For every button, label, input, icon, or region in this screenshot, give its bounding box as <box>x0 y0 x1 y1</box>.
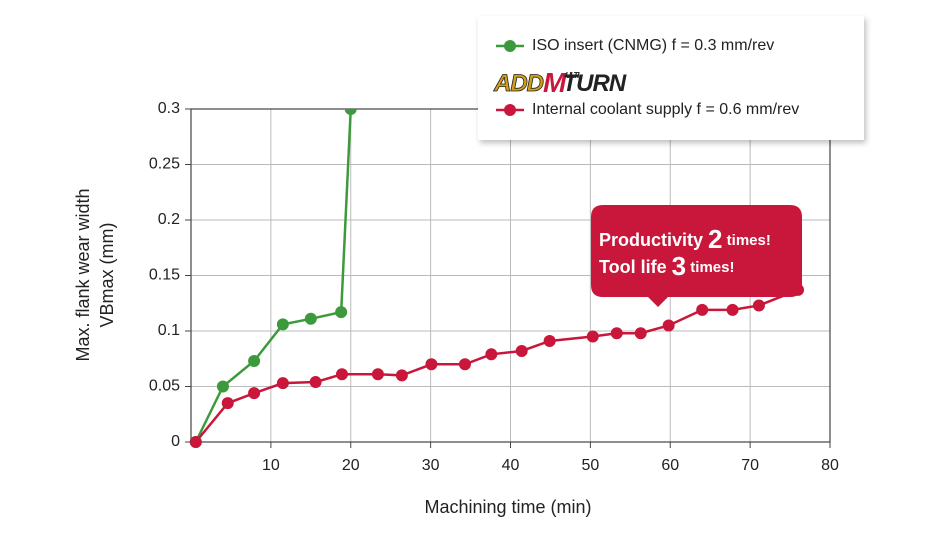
legend-box <box>478 16 864 140</box>
x-tick-label: 30 <box>422 457 440 474</box>
data-point <box>216 380 229 393</box>
callout-part: 3 <box>672 251 686 281</box>
data-point <box>610 327 623 340</box>
data-point <box>371 368 384 381</box>
data-point <box>335 306 348 319</box>
x-axis-label: Machining time (min) <box>424 497 591 517</box>
data-point <box>458 358 471 371</box>
data-point <box>425 358 438 371</box>
logo-part: ULTI <box>565 71 580 80</box>
data-point <box>634 327 647 340</box>
y-tick-label: 0 <box>171 433 180 450</box>
data-point <box>662 319 675 332</box>
x-tick-label: 70 <box>741 457 759 474</box>
y-axis-label: VBmax (mm) <box>97 223 117 328</box>
callout-part: times! <box>723 232 771 249</box>
data-point <box>221 397 234 410</box>
callout: Productivity 2 times! Tool life 3 times! <box>591 205 802 307</box>
data-point <box>335 368 348 381</box>
legend-label: ISO insert (CNMG) f = 0.3 mm/rev <box>532 37 774 54</box>
callout-part: times! <box>686 259 734 276</box>
y-tick-label: 0.1 <box>158 322 180 339</box>
data-point <box>248 387 261 400</box>
x-tick-label: 10 <box>262 457 280 474</box>
callout-part: Productivity <box>599 230 708 250</box>
data-point <box>344 109 357 115</box>
x-tick-label: 80 <box>821 457 839 474</box>
data-point <box>515 344 528 357</box>
data-point <box>696 303 709 316</box>
logo-part: TURN <box>563 70 627 97</box>
data-point <box>485 348 498 361</box>
data-point <box>586 330 599 343</box>
data-point <box>726 303 739 316</box>
data-point <box>189 436 202 448</box>
series-line <box>194 288 799 443</box>
x-tick-label: 40 <box>502 457 520 474</box>
data-point <box>309 376 322 389</box>
y-tick-label: 0.15 <box>149 267 180 284</box>
legend-label: Internal coolant supply f = 0.6 mm/rev <box>532 101 799 118</box>
callout-text: Productivity 2 times! <box>599 224 771 254</box>
logo-part: ADD <box>493 70 544 97</box>
data-point <box>276 318 289 331</box>
legend-logo: ADDMULTITURN <box>493 67 627 98</box>
callout-part: 2 <box>708 224 722 254</box>
x-tick-label: 20 <box>342 457 360 474</box>
legend: ADDMULTITURN <box>478 16 864 140</box>
callout-box <box>591 205 802 307</box>
data-point <box>543 334 556 347</box>
logo-part: M <box>543 67 567 98</box>
x-tick-label: 50 <box>581 457 599 474</box>
data-point <box>395 369 408 382</box>
y-tick-label: 0.3 <box>158 100 180 117</box>
legend-marker <box>504 104 516 116</box>
legend-marker <box>504 40 516 52</box>
callout-part: Tool life <box>599 257 672 277</box>
y-axis-label: Max. flank wear width <box>73 188 93 361</box>
data-point <box>752 299 765 312</box>
y-tick-label: 0.05 <box>149 378 180 395</box>
y-tick-label: 0.25 <box>149 156 180 173</box>
y-tick-label: 0.2 <box>158 211 180 228</box>
data-point <box>248 354 261 367</box>
data-point <box>276 377 289 390</box>
callout-text: Tool life 3 times! <box>599 251 735 281</box>
x-tick-label: 60 <box>661 457 679 474</box>
data-point <box>304 312 317 325</box>
